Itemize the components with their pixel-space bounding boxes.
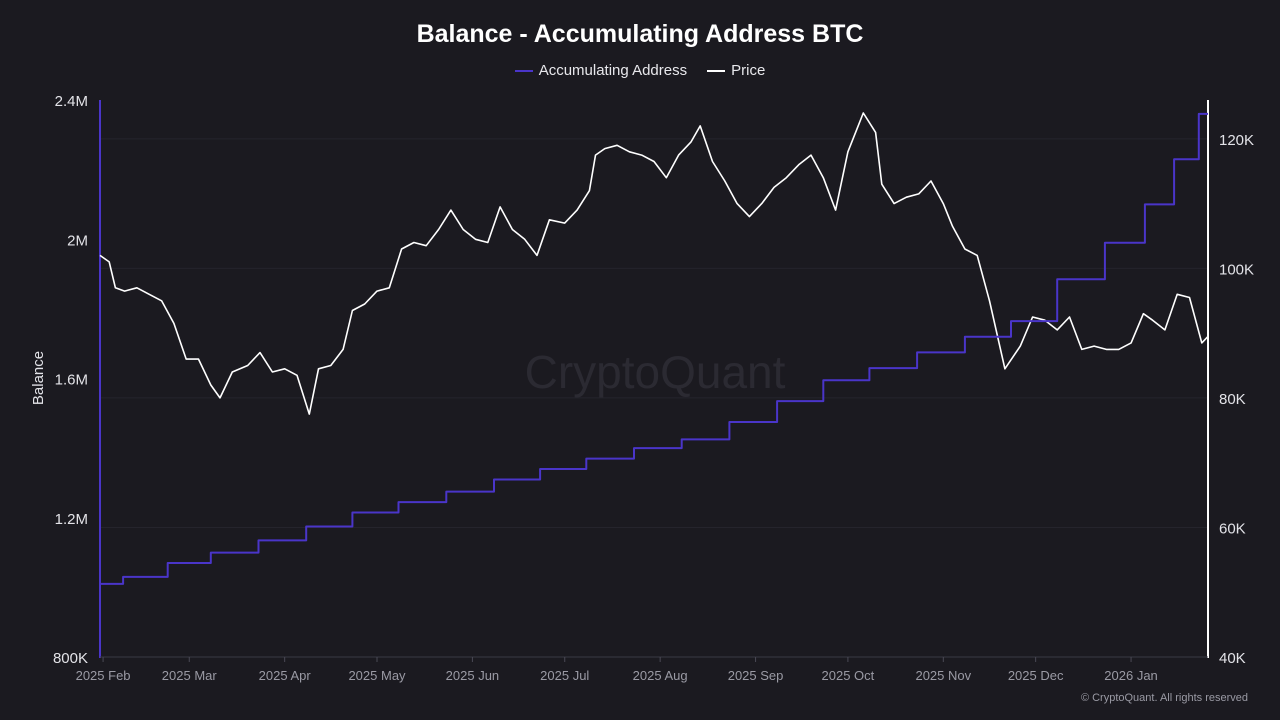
y2-tick-label: 60K bbox=[1219, 520, 1246, 537]
y-tick-label: 2M bbox=[67, 232, 88, 249]
x-axis-ticks: 2025 Feb 2025 Mar 2025 Apr 2025 May 2025 Jun… bbox=[76, 657, 1158, 683]
chart-title: Balance - Accumulating Address BTC bbox=[416, 20, 864, 48]
watermark: CryptoQuant bbox=[525, 346, 786, 398]
legend-swatch-price bbox=[707, 69, 726, 72]
x-tick-label: 2025 Apr bbox=[259, 668, 312, 683]
x-tick-label: 2025 Jul bbox=[540, 668, 589, 683]
x-tick-label: 2025 Dec bbox=[1008, 668, 1064, 683]
x-tick-label: 2025 Mar bbox=[162, 668, 218, 683]
y2-tick-label: 40K bbox=[1219, 650, 1246, 667]
x-tick-label: 2025 Nov bbox=[915, 668, 971, 683]
legend-item-price[interactable]: Price bbox=[707, 62, 765, 79]
y2-tick-label: 120K bbox=[1219, 132, 1254, 149]
y-tick-label: 1.6M bbox=[55, 372, 88, 389]
series-line-price bbox=[99, 112, 1209, 415]
legend: Accumulating Address Price bbox=[0, 62, 1280, 79]
legend-label-accumulating-address: Accumulating Address bbox=[538, 62, 688, 79]
x-tick-label: 2026 Jan bbox=[1104, 668, 1158, 683]
x-tick-label: 2025 Feb bbox=[76, 668, 131, 683]
x-tick-label: 2025 Oct bbox=[822, 668, 875, 683]
y2-tick-label: 80K bbox=[1219, 391, 1246, 408]
copyright-text: © CryptoQuant. All rights reserved bbox=[1080, 692, 1248, 704]
y-tick-label: 800K bbox=[53, 650, 88, 667]
y2-tick-label: 100K bbox=[1219, 261, 1254, 278]
y-axis-left-ticks: 800K 1.2M 1.6M 2M 2.4M bbox=[53, 93, 88, 667]
y-tick-label: 2.4M bbox=[55, 93, 88, 110]
y-axis-title: Balance bbox=[30, 351, 47, 405]
x-tick-label: 2025 May bbox=[348, 668, 406, 683]
x-tick-label: 2025 Jun bbox=[446, 668, 500, 683]
y-axis-right-ticks: 40K 60K 80K 100K 120K bbox=[1219, 132, 1254, 667]
y-tick-label: 1.2M bbox=[55, 511, 88, 528]
legend-label-price: Price bbox=[731, 62, 766, 79]
series-line-accumulating-address bbox=[100, 112, 1208, 585]
grid bbox=[100, 138, 1208, 658]
legend-item-accumulating-address[interactable]: Accumulating Address bbox=[514, 62, 688, 79]
x-tick-label: 2025 Sep bbox=[728, 668, 784, 683]
legend-swatch-accumulating-address bbox=[514, 69, 533, 72]
x-tick-label: 2025 Aug bbox=[633, 668, 688, 683]
